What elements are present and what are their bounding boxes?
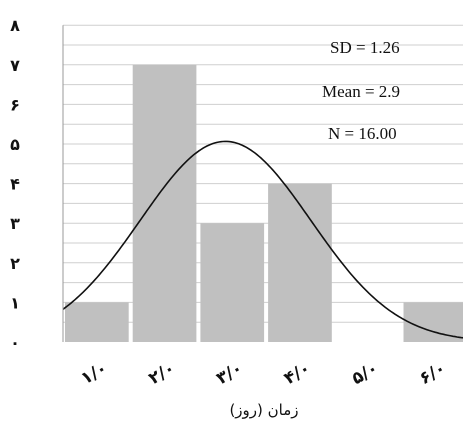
normal-curve <box>62 140 463 339</box>
x-axis-label: زمان (روز) <box>229 401 298 419</box>
y-tick-label: ۶ <box>10 95 20 114</box>
y-tick-labels: ۰ ۱ ۲ ۳ ۴ ۵ ۶ ۷ ۸ <box>10 16 20 352</box>
x-tick-label: ۶/۰ <box>416 358 449 389</box>
stat-n: N = 16.00 <box>328 124 397 143</box>
bar-2 <box>132 64 197 343</box>
stat-sd: SD = 1.26 <box>330 38 400 57</box>
y-tick-label: ۷ <box>10 56 20 75</box>
bars <box>65 64 463 343</box>
y-tick-label: ۲ <box>10 254 20 273</box>
y-tick-label: ۰ <box>10 333 20 352</box>
y-tick-label: ۵ <box>10 135 20 154</box>
y-tick-label: ۸ <box>10 16 20 35</box>
stat-mean: Mean = 2.9 <box>322 82 400 101</box>
x-tick-label: ۱/۰ <box>78 358 111 389</box>
y-tick-label: ۴ <box>10 175 20 194</box>
y-tick-label: ۱ <box>10 293 20 312</box>
bar-4 <box>268 183 332 342</box>
x-tick-labels: ۱/۰ ۲/۰ ۳/۰ ۴/۰ ۵/۰ ۶/۰ <box>78 358 450 389</box>
x-tick-label: ۵/۰ <box>348 358 381 389</box>
x-tick-label: ۴/۰ <box>281 358 314 389</box>
stats-box: SD = 1.26 Mean = 2.9 N = 16.00 <box>322 38 400 143</box>
bar-6 <box>403 302 463 342</box>
x-tick-label: ۳/۰ <box>213 358 246 389</box>
y-tick-label: ۳ <box>10 214 20 233</box>
bar-1 <box>65 302 129 342</box>
x-tick-label: ۲/۰ <box>145 358 178 389</box>
bar-3 <box>200 223 265 342</box>
